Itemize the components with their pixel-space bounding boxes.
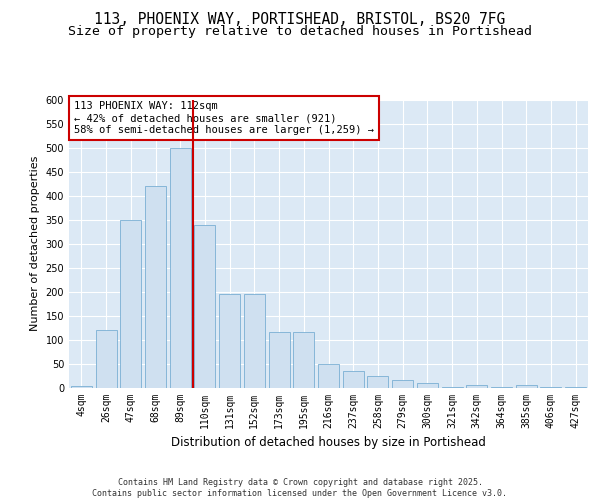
Bar [120, 220, 141, 388]
Bar [145, 186, 166, 388]
Bar [95, 330, 116, 388]
X-axis label: Distribution of detached houses by size in Portishead: Distribution of detached houses by size … [171, 436, 486, 449]
Bar [541, 386, 562, 388]
Bar [367, 376, 388, 388]
Bar [293, 332, 314, 388]
Bar [491, 386, 512, 388]
Bar [244, 294, 265, 388]
Text: Size of property relative to detached houses in Portishead: Size of property relative to detached ho… [68, 25, 532, 38]
Bar [417, 382, 438, 388]
Bar [392, 380, 413, 388]
Y-axis label: Number of detached properties: Number of detached properties [30, 156, 40, 332]
Text: Contains HM Land Registry data © Crown copyright and database right 2025.
Contai: Contains HM Land Registry data © Crown c… [92, 478, 508, 498]
Bar [442, 386, 463, 388]
Bar [269, 332, 290, 388]
Bar [516, 385, 537, 388]
Bar [343, 370, 364, 388]
Bar [565, 386, 586, 388]
Bar [466, 385, 487, 388]
Bar [318, 364, 339, 388]
Bar [219, 294, 240, 388]
Text: 113 PHOENIX WAY: 112sqm
← 42% of detached houses are smaller (921)
58% of semi-d: 113 PHOENIX WAY: 112sqm ← 42% of detache… [74, 102, 374, 134]
Text: 113, PHOENIX WAY, PORTISHEAD, BRISTOL, BS20 7FG: 113, PHOENIX WAY, PORTISHEAD, BRISTOL, B… [94, 12, 506, 28]
Bar [194, 224, 215, 388]
Bar [170, 148, 191, 388]
Bar [71, 386, 92, 388]
